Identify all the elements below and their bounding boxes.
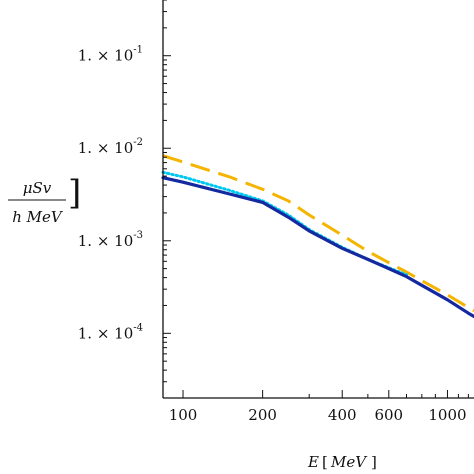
y-tick-label-mantissa: 1. × 10 [78,47,134,65]
series-line-solid [161,176,474,319]
y-tick-label-exponent: -1 [133,45,143,56]
y-axis-label-bracket: ] [68,173,81,213]
y-tick-label-exponent: -4 [133,322,143,333]
y-tick-label-exponent: -2 [133,137,143,148]
x-tick-label: 1000 [428,406,466,424]
series-line-dashed [162,154,474,313]
x-axis-label-unit: MeV [330,453,368,471]
y-tick-label: 1. × 10-2 [78,137,143,157]
y-tick-label: 1. × 10-4 [78,322,143,342]
x-tick-label: 200 [248,406,277,424]
y-tick-label: 1. × 10-3 [78,230,143,250]
y-axis-ticks: 1. × 10-11. × 10-21. × 10-31. × 10-4 [78,0,171,399]
y-axis-label-numerator: μSv [23,179,52,197]
y-tick-label-mantissa: 1. × 10 [78,232,134,250]
x-axis-label: E [ MeV ] [307,453,377,471]
x-axis-ticks: 100 200 400 600 1000 [169,390,469,424]
x-tick-label: 400 [328,406,357,424]
y-axis-label: μSv h MeV ] [8,173,81,226]
x-axis-label-var: E [307,453,319,471]
x-tick-label: 600 [374,406,403,424]
y-tick-label: 1. × 10-1 [78,45,143,65]
x-axis-label-bracket-open: [ [322,453,328,471]
x-tick-label: 100 [169,406,198,424]
y-axis-label-denominator: h MeV [12,208,64,226]
y-tick-label-mantissa: 1. × 10 [78,324,134,342]
y-tick-label-exponent: -3 [133,230,143,241]
y-tick-label-mantissa: 1. × 10 [78,139,134,157]
series-layer [161,154,474,319]
x-axis-label-bracket-close: ] [371,453,377,471]
